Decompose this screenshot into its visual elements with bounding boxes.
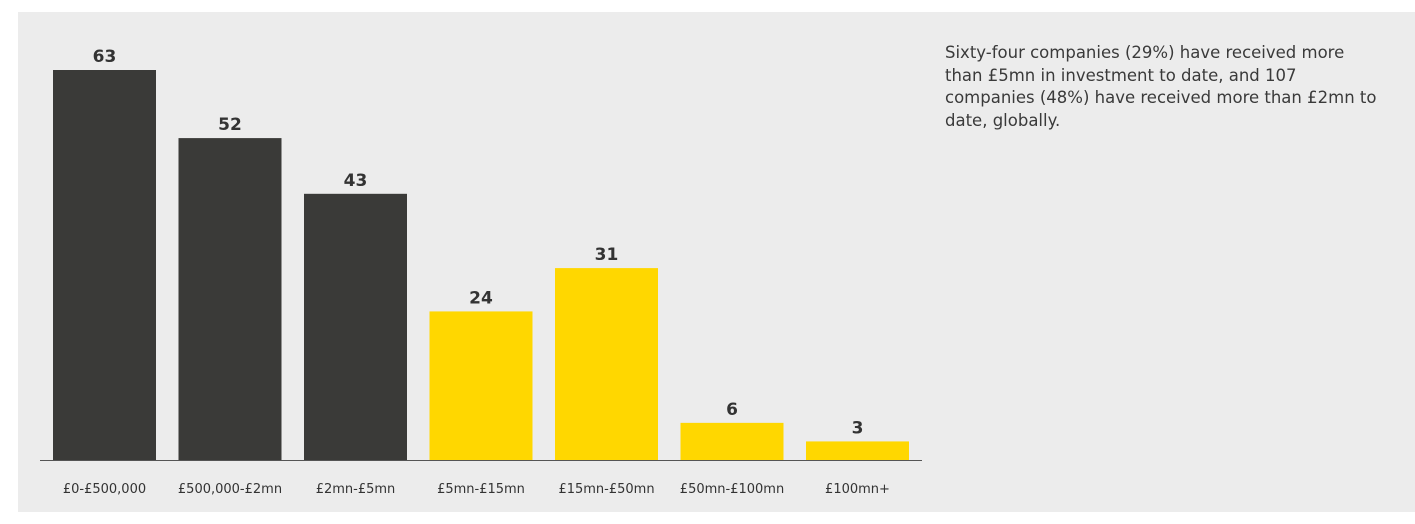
category-label-5: £50mn-£100mn [680, 482, 784, 497]
value-label-2: 43 [344, 171, 368, 191]
category-label-3: £5mn-£15mn [437, 482, 525, 497]
value-label-3: 24 [469, 288, 493, 308]
bars-group [53, 70, 909, 461]
category-label-4: £15mn-£50mn [558, 482, 654, 497]
value-label-6: 3 [852, 418, 864, 438]
category-label-2: £2mn-£5mn [316, 482, 396, 497]
bar-3 [429, 311, 533, 460]
value-label-0: 63 [93, 47, 117, 67]
bar-0 [53, 70, 156, 460]
bar-6 [806, 441, 909, 460]
bar-1 [178, 138, 282, 460]
value-label-5: 6 [726, 400, 738, 420]
chart-panel: 63 52 43 24 31 6 3 £0-£500,000 £500,000-£2mn £2m… [18, 12, 1415, 512]
bar-5 [680, 422, 784, 460]
category-label-0: £0-£500,000 [63, 482, 146, 497]
category-label-1: £500,000-£2mn [178, 482, 282, 497]
tick-labels-group: £0-£500,000 £500,000-£2mn £2mn-£5mn £5mn-£1… [63, 482, 890, 497]
value-label-4: 31 [595, 245, 619, 265]
bar-2 [304, 193, 407, 461]
bar-4 [555, 268, 658, 460]
category-label-6: £100mn+ [825, 482, 890, 497]
chart-caption: Sixty-four companies (29%) have received… [945, 43, 1377, 130]
value-label-1: 52 [218, 115, 242, 135]
